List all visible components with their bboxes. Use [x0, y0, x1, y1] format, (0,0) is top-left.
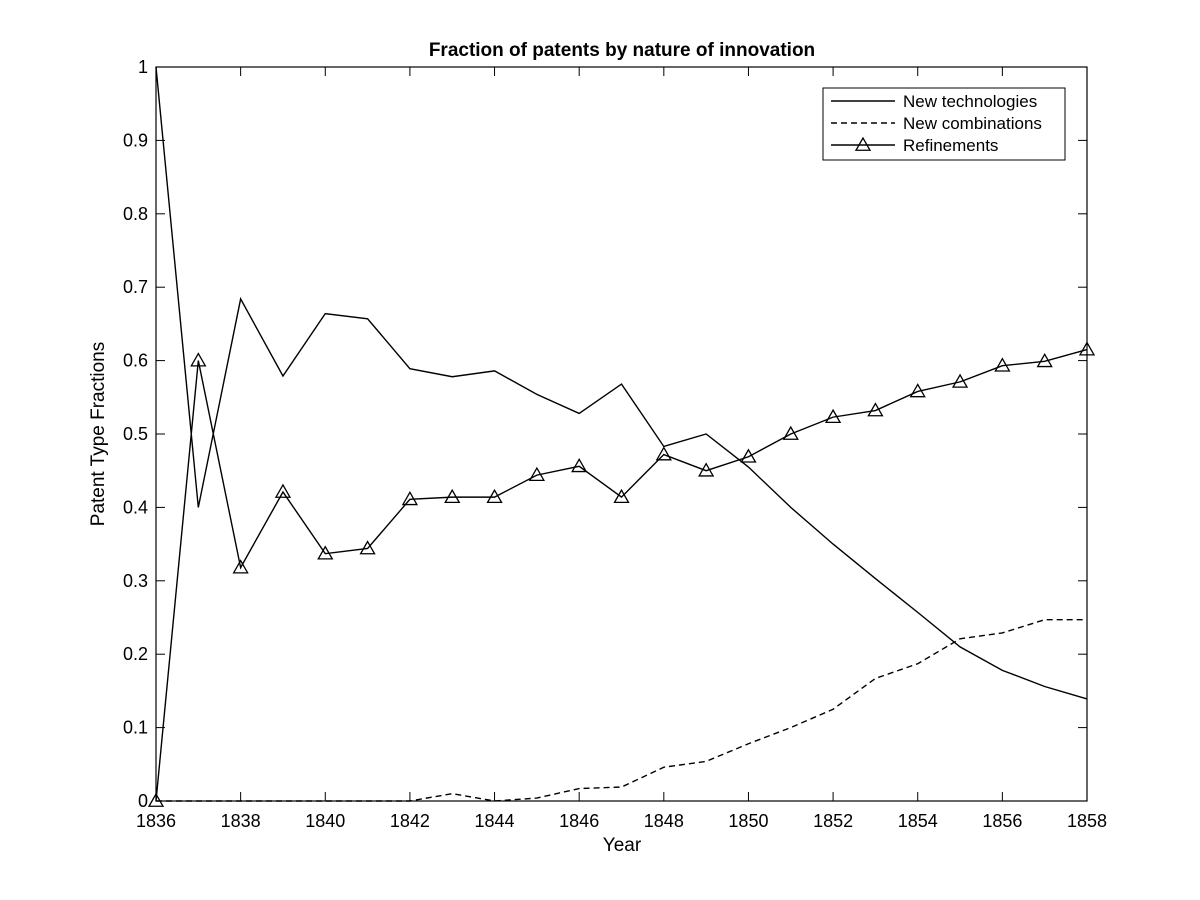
y-tick-label: 0.9 — [123, 130, 148, 150]
x-tick-label: 1844 — [475, 811, 515, 831]
x-tick-label: 1858 — [1067, 811, 1107, 831]
y-tick-label: 0.7 — [123, 277, 148, 297]
y-tick-label: 0.2 — [123, 644, 148, 664]
legend: New technologies New combinations Refineme… — [823, 88, 1065, 160]
y-axis-label: Patent Type Fractions — [88, 342, 109, 526]
legend-label: New technologies — [903, 92, 1037, 111]
y-tick-label: 0.5 — [123, 424, 148, 444]
y-tick-label: 0 — [138, 791, 148, 811]
x-axis-label: Year — [603, 835, 642, 856]
legend-label: Refinements — [903, 136, 998, 155]
x-tick-label: 1838 — [221, 811, 261, 831]
x-tick-label: 1848 — [644, 811, 684, 831]
x-tick-label: 1836 — [136, 811, 176, 831]
y-tick-label: 0.1 — [123, 718, 148, 738]
x-tick-label: 1854 — [898, 811, 938, 831]
x-tick-label: 1840 — [305, 811, 345, 831]
legend-label: New combinations — [903, 114, 1042, 133]
plot-area — [156, 67, 1087, 801]
x-tick-label: 1850 — [728, 811, 768, 831]
x-tick-label: 1852 — [813, 811, 853, 831]
y-tick-label: 0.6 — [123, 351, 148, 371]
y-tick-label: 0.4 — [123, 497, 148, 517]
x-tick-label: 1856 — [982, 811, 1022, 831]
y-tick-label: 0.3 — [123, 571, 148, 591]
axes-frame — [156, 67, 1087, 801]
y-tick-label: 0.8 — [123, 204, 148, 224]
x-tick-label: 1846 — [559, 811, 599, 831]
chart-title: Fraction of patents by nature of innovat… — [429, 40, 815, 61]
x-tick-label: 1842 — [390, 811, 430, 831]
y-tick-label: 1 — [138, 57, 148, 77]
